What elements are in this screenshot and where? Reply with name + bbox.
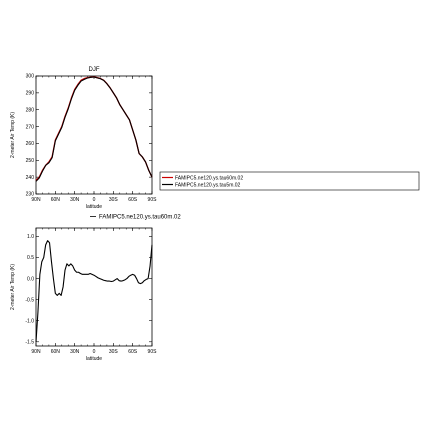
panel1-y-tick-label: 260 [26,141,35,147]
panel1-legend-box [159,171,420,191]
panel1-y-tick-label: 240 [26,175,35,181]
panel2-y-tick-label: -1.5 [25,339,34,345]
panel1-x-tick-label: 60S [128,197,138,203]
panel1-y-tick-label: 280 [26,107,35,113]
panel1-series-line-2 [35,76,153,182]
panel2-x-tick-label: 0 [93,349,96,355]
panel2-y-tick-label: 0.5 [27,255,34,261]
panel1-y-tick-label: 300 [26,74,35,80]
panel2-y-axis-label: 2-meter Air Temp (K) [10,264,16,310]
panel1-x-tick-label: 30S [109,197,119,203]
panel1-x-tick-label: 30N [70,197,80,203]
panel2-y-tick-label: 1.0 [27,234,34,240]
panel2-x-tick-label: 30S [109,349,119,355]
panel2-x-tick-label: 60N [51,349,61,355]
panel2-y-tick-label: 0.0 [27,276,34,282]
panel1-series-line-1 [35,76,153,181]
panel1-x-tick-label: 90S [148,197,158,203]
panel1-x-tick-label: 0 [93,197,96,203]
panel2-series-line-1 [35,240,153,342]
panel1-y-tick-label: 250 [26,158,35,164]
panel2-x-tick-label: 90S [148,349,158,355]
panel1-chart-title: DJF [89,67,100,73]
panel1-y-axis-label: 2-meter Air Temp (K) [10,112,16,158]
panel1-x-tick-label: 90N [31,197,41,203]
panel1-y-tick-label: 290 [26,91,35,97]
panel1-x-axis-label: latitude [86,204,102,210]
panel1-x-tick-label: 60N [51,197,61,203]
panel2-x-tick-label: 60S [128,349,138,355]
panel2-y-tick-label: -1.0 [25,318,34,324]
panel2-x-tick-label: 90N [31,349,41,355]
panel2-x-axis-label: latitude [86,356,102,362]
panel2-plot-frame [35,227,153,347]
panel1-legend-label: FAMIPC5.ne120.ys.tau60m.02 [175,175,243,181]
panel1-y-tick-label: 230 [26,192,35,198]
panel1-legend-label: FAMIPC5.ne120.ys.tau5m.02 [175,182,241,188]
panel2-legend-label: FAMIPC5.ne120.ys.tau60m.02 [99,215,181,221]
panel1-y-tick-label: 270 [26,124,35,130]
panel2-x-tick-label: 30N [70,349,80,355]
panel2-y-tick-label: -0.5 [25,297,34,303]
